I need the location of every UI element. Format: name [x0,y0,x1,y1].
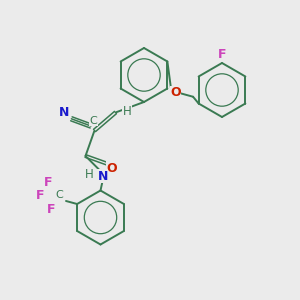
Text: O: O [106,161,117,175]
Text: N: N [98,169,108,183]
Text: C: C [89,116,97,126]
Text: F: F [36,189,45,202]
Text: N: N [58,106,69,119]
Text: H: H [85,167,94,181]
Text: O: O [170,86,181,100]
Text: C: C [55,190,63,200]
Text: F: F [44,176,52,189]
Text: H: H [122,105,131,119]
Text: F: F [47,203,56,216]
Text: F: F [218,48,226,61]
